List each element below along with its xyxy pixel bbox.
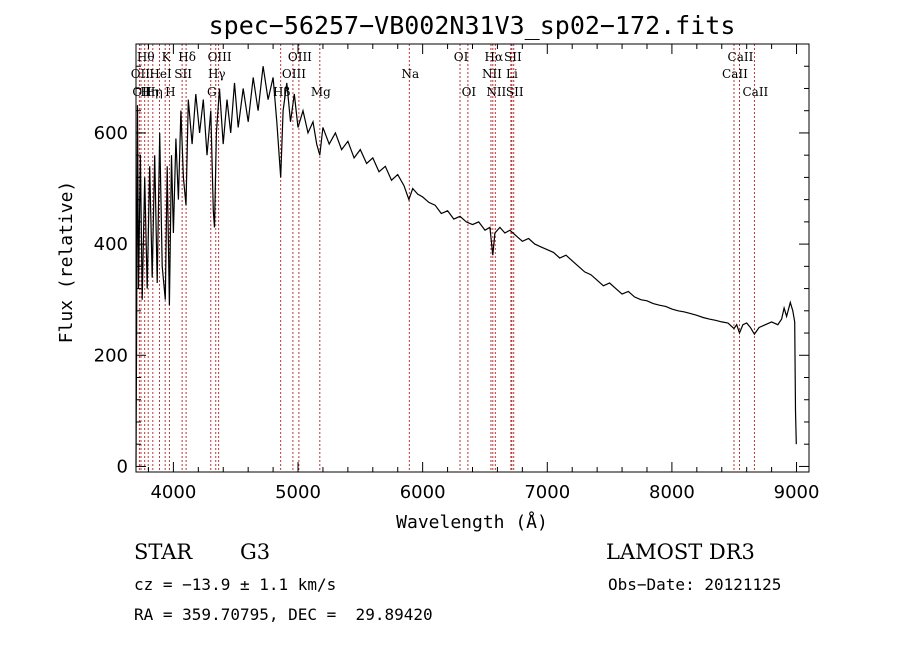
line-label-7: H (165, 85, 175, 99)
line-label-3: Hη (140, 85, 158, 99)
line-label-23: Li (506, 67, 518, 81)
emission-line-markers (138, 44, 755, 472)
line-label-14: OIII (282, 67, 306, 81)
x-axis-label: Wavelength (Å) (396, 511, 548, 533)
line-label-15: OIII (288, 50, 312, 64)
line-label-28: CaII (742, 85, 768, 99)
line-label-24: SII (504, 50, 522, 64)
x-tick-label-8000: 8000 (649, 482, 695, 503)
line-label-18: OI (454, 50, 469, 64)
redshift-cz: cz = −13.9 ± 1.1 km/s (134, 575, 337, 594)
line-label-16: Mg (311, 85, 331, 99)
line-label-27: CaII (728, 50, 754, 64)
line-label-12: OIII (208, 50, 232, 64)
observation-date: Obs−Date: 20121125 (608, 575, 782, 594)
spectrum-line (135, 66, 797, 467)
chart-title: spec−56257−VB002N31V3_sp02−172.fits (209, 11, 736, 40)
emission-line-labels: OIIOIIHθHηHηHeIKHSIIHδGHγOIIIHβOIIIOIIIM… (131, 50, 769, 99)
line-label-11: Hγ (208, 67, 226, 81)
y-axis-ticks: 0 200 400 600 (94, 65, 809, 477)
line-label-8: SII (174, 67, 192, 81)
line-label-9: Hδ (178, 50, 196, 64)
line-label-6: K (162, 50, 172, 64)
x-tick-label-7000: 7000 (524, 482, 570, 503)
x-tick-label-4000: 4000 (150, 482, 196, 503)
x-tick-label-9000: 9000 (774, 482, 820, 503)
line-label-2: Hθ (137, 50, 155, 64)
line-label-10: G (207, 85, 217, 99)
line-label-5: HeI (149, 67, 172, 81)
x-tick-label-5000: 5000 (275, 482, 321, 503)
line-label-21: Hα (485, 50, 504, 64)
line-label-22: NII (486, 85, 506, 99)
y-tick-label-0: 0 (117, 456, 128, 477)
line-label-20: NII (482, 67, 502, 81)
ra-dec-coordinates: RA = 359.70795, DEC = 29.89420 (134, 605, 433, 624)
survey-name: LAMOST DR3 (606, 540, 755, 564)
x-tick-label-6000: 6000 (400, 482, 446, 503)
y-tick-label-200: 200 (94, 345, 128, 366)
line-label-26: CaII (722, 67, 748, 81)
y-tick-label-400: 400 (94, 234, 128, 255)
y-tick-label-600: 600 (94, 123, 128, 144)
object-class: STAR (134, 540, 193, 564)
x-axis-ticks: 4000 5000 6000 7000 8000 9000 (147, 44, 820, 503)
line-label-0: OII (131, 67, 151, 81)
line-label-25: SII (506, 85, 524, 99)
y-axis-label: Flux (relative) (56, 181, 77, 344)
line-label-19: OI (462, 85, 477, 99)
line-label-17: Na (401, 67, 419, 81)
line-label-4: Hη (145, 85, 163, 99)
object-subclass: G3 (240, 540, 271, 564)
